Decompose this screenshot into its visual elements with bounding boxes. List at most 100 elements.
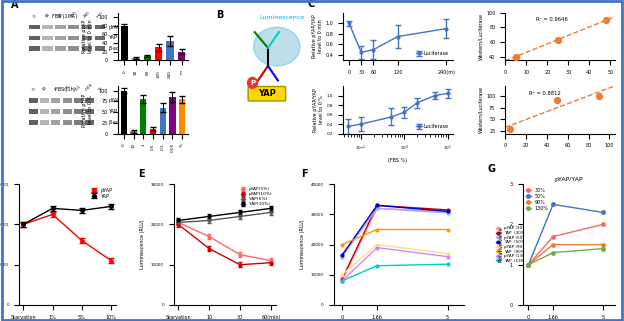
FancyBboxPatch shape: [95, 25, 105, 30]
pYAP (50%): [338, 255, 346, 259]
Bar: [130, 131, 137, 134]
Legend: Luciferase: Luciferase: [414, 122, 450, 131]
Text: FBS (1h): FBS (1h): [54, 87, 75, 92]
FancyBboxPatch shape: [69, 25, 79, 30]
Ellipse shape: [253, 27, 300, 66]
YAP  (90%): [373, 228, 381, 231]
Y-axis label: Relative pYAP/YAP
level to 0 %: Relative pYAP/YAP level to 0 %: [313, 88, 324, 132]
FancyBboxPatch shape: [42, 47, 53, 51]
YAP  (30%): [373, 204, 381, 207]
90%: [549, 243, 557, 247]
50%: [525, 263, 532, 267]
FancyBboxPatch shape: [56, 25, 66, 30]
FancyBboxPatch shape: [85, 109, 94, 114]
Bar: [121, 26, 128, 60]
130%: [549, 251, 557, 255]
Y-axis label: Relative pYAP/YAP
level to 0 min: Relative pYAP/YAP level to 0 min: [312, 15, 323, 58]
pYAP (90%): [338, 273, 346, 277]
pYAP (50%): [444, 211, 451, 215]
FancyBboxPatch shape: [29, 98, 38, 103]
50%: [549, 203, 557, 206]
Y-axis label: Relative value: Relative value: [499, 227, 504, 262]
Text: 1: 1: [54, 87, 58, 92]
Bar: [160, 108, 166, 134]
Text: 0.05: 0.05: [85, 82, 94, 92]
Text: pYAP: pYAP: [108, 24, 120, 30]
Line: pYAP (90%): pYAP (90%): [341, 243, 449, 276]
FancyBboxPatch shape: [248, 86, 286, 101]
Legend: pYAP (30%), YAP  (30%), pYAP (50%), YAP  (50%), pYAP (90%), YAP  (90%), pYAP (13: pYAP (30%), YAP (30%), pYAP (50%), YAP (…: [496, 226, 530, 263]
Text: 0.1: 0.1: [75, 84, 82, 92]
Line: YAP  (130%): YAP (130%): [341, 263, 449, 282]
pYAP (90%): [373, 243, 381, 247]
Title: pYAP/YAP: pYAP/YAP: [554, 178, 583, 182]
pYAP (30%): [373, 206, 381, 210]
Y-axis label: Luminescence (RLU): Luminescence (RLU): [140, 220, 145, 269]
Point: [510, 54, 520, 59]
pYAP (30%): [338, 279, 346, 283]
Text: G: G: [487, 164, 495, 174]
90%: [599, 243, 607, 247]
FancyBboxPatch shape: [62, 120, 72, 125]
Bar: [178, 52, 185, 60]
Line: 50%: 50%: [527, 203, 605, 266]
Text: FBS (10%): FBS (10%): [52, 14, 77, 19]
FancyBboxPatch shape: [69, 36, 79, 40]
30%: [549, 235, 557, 239]
Text: A: A: [11, 0, 19, 10]
Text: min: min: [95, 10, 104, 19]
FancyBboxPatch shape: [82, 47, 92, 51]
30%: [525, 263, 532, 267]
FancyBboxPatch shape: [85, 120, 94, 125]
Bar: [150, 129, 156, 134]
Text: %: %: [98, 86, 104, 92]
FancyBboxPatch shape: [51, 109, 61, 114]
130%: [525, 263, 532, 267]
130%: [599, 247, 607, 251]
Text: 0: 0: [32, 14, 37, 19]
FancyBboxPatch shape: [29, 47, 40, 51]
FancyBboxPatch shape: [69, 47, 79, 51]
Text: 30: 30: [44, 12, 51, 19]
YAP  (130%): [444, 262, 451, 266]
Text: YAP: YAP: [108, 35, 117, 40]
Bar: [144, 56, 151, 60]
X-axis label: (FBS %): (FBS %): [388, 158, 407, 163]
Text: β-actin: β-actin: [108, 46, 125, 51]
Legend: pYAP(5%), pYAP(10%), YAP(5%), YAP(10%): pYAP(5%), pYAP(10%), YAP(5%), YAP(10%): [240, 187, 273, 207]
FancyBboxPatch shape: [82, 25, 92, 30]
Text: Luminescence: Luminescence: [260, 15, 305, 20]
FancyBboxPatch shape: [56, 36, 66, 40]
FancyBboxPatch shape: [56, 47, 66, 51]
Line: 130%: 130%: [527, 247, 605, 266]
Text: 0: 0: [31, 87, 36, 92]
Y-axis label: Relative pYAP
level to 0 %: Relative pYAP level to 0 %: [82, 93, 93, 126]
FancyBboxPatch shape: [96, 98, 105, 103]
Line: YAP  (50%): YAP (50%): [341, 204, 449, 256]
FancyBboxPatch shape: [96, 120, 105, 125]
FancyBboxPatch shape: [29, 36, 40, 40]
Point: [601, 18, 611, 23]
Bar: [169, 97, 175, 134]
FancyBboxPatch shape: [42, 25, 53, 30]
Line: pYAP (130%): pYAP (130%): [341, 246, 449, 282]
Text: pYAP: pYAP: [108, 98, 120, 103]
FancyBboxPatch shape: [74, 98, 83, 103]
FancyBboxPatch shape: [41, 98, 49, 103]
pYAP (130%): [373, 246, 381, 249]
Bar: [155, 47, 162, 60]
YAP  (90%): [444, 228, 451, 231]
50%: [599, 211, 607, 214]
Point: [552, 98, 562, 103]
FancyBboxPatch shape: [95, 36, 105, 40]
Bar: [132, 58, 140, 60]
Legend: 30%, 50%, 90%, 130%: 30%, 50%, 90%, 130%: [525, 187, 550, 212]
Text: E: E: [138, 169, 145, 179]
Point: [594, 93, 604, 98]
Text: 120: 120: [69, 10, 78, 19]
Point: [505, 126, 515, 131]
FancyBboxPatch shape: [82, 36, 92, 40]
Line: YAP  (30%): YAP (30%): [341, 204, 449, 281]
Legend: pYAP, YAP: pYAP, YAP: [90, 187, 114, 200]
Line: 90%: 90%: [527, 243, 605, 266]
